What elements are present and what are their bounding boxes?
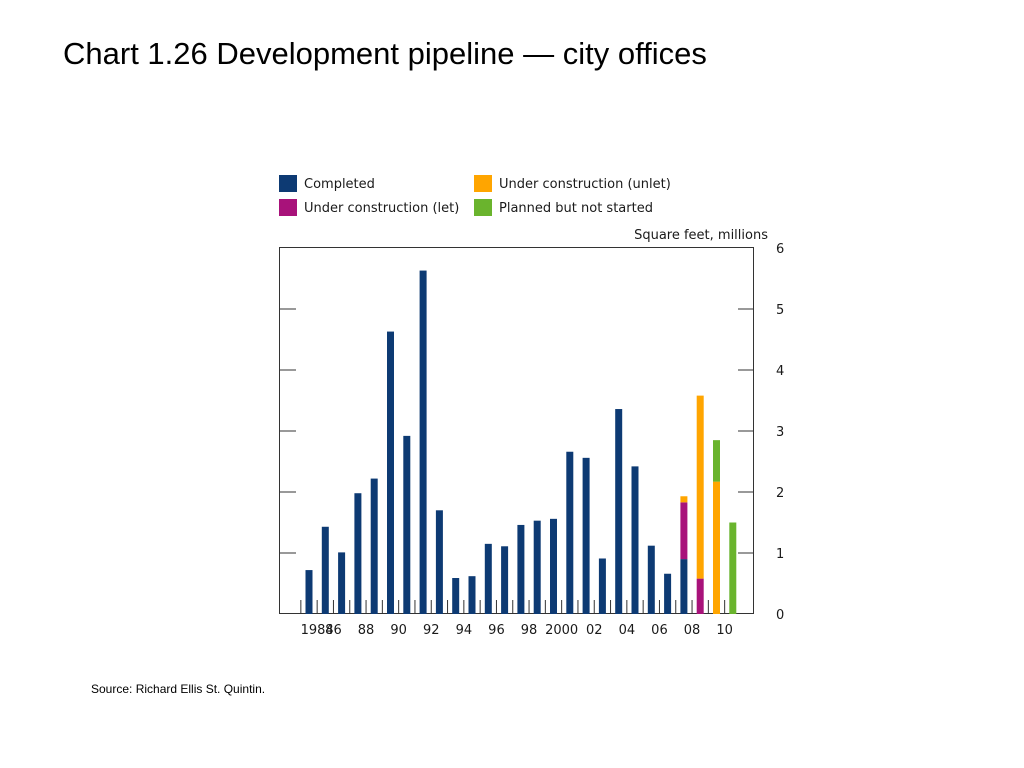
bar-segment xyxy=(435,510,443,614)
bar-segment xyxy=(452,578,460,614)
bar-segment xyxy=(729,522,737,614)
y-tick-label: 3 xyxy=(776,425,784,440)
legend-swatch xyxy=(474,199,492,216)
x-tick-label: 04 xyxy=(619,623,636,638)
x-tick-label: 96 xyxy=(488,623,505,638)
bar-segment xyxy=(713,481,720,614)
bar-segment xyxy=(598,558,606,614)
legend-swatch xyxy=(279,175,297,192)
legend-swatch xyxy=(474,175,492,192)
y-tick-label: 1 xyxy=(776,547,784,562)
bars xyxy=(305,270,737,614)
bar-segment xyxy=(387,331,394,614)
legend-swatch xyxy=(279,199,297,216)
bar-segment xyxy=(419,270,427,614)
legend-label: Completed xyxy=(304,177,375,192)
y-axis-unit-label: Square feet, millions xyxy=(634,228,768,243)
bar-segment xyxy=(338,552,346,614)
bar-segment xyxy=(533,520,541,614)
bar-segment xyxy=(615,409,623,614)
bar-segment xyxy=(664,573,672,614)
y-tick-label: 4 xyxy=(776,364,784,379)
x-tick-label: 88 xyxy=(358,623,375,638)
bar-segment xyxy=(647,545,655,614)
bar-segment xyxy=(484,543,492,614)
x-tick-label: 10 xyxy=(716,623,733,638)
bar-segment xyxy=(582,457,590,614)
y-tick-label: 2 xyxy=(776,486,784,501)
legend-label: Under construction (let) xyxy=(304,201,459,216)
x-tick-label: 02 xyxy=(586,623,603,638)
slide-title: Chart 1.26 Development pipeline — city o… xyxy=(63,36,707,71)
y-tick-label: 6 xyxy=(776,242,784,257)
bar-segment xyxy=(680,559,688,614)
bar-segment xyxy=(696,395,704,579)
bar-segment xyxy=(631,466,639,614)
bar-segment xyxy=(680,496,688,503)
bar-segment xyxy=(713,440,720,482)
x-tick-label: 06 xyxy=(651,623,668,638)
bar-segment xyxy=(354,493,362,614)
x-tick-label: 08 xyxy=(684,623,701,638)
legend-label: Under construction (unlet) xyxy=(499,177,671,192)
bar-segment xyxy=(321,526,329,614)
bar-segment xyxy=(550,518,557,614)
bar-segment xyxy=(517,524,525,614)
x-tick-label: 86 xyxy=(325,623,342,638)
bar-segment xyxy=(468,576,476,614)
x-tick-label: 94 xyxy=(456,623,473,638)
y-axis: 0 1 2 3 4 5 6 xyxy=(280,242,784,623)
source-note: Source: Richard Ellis St. Quintin. xyxy=(91,682,266,696)
bar-segment xyxy=(370,478,378,614)
bar-segment xyxy=(403,435,411,614)
x-tick-label: 90 xyxy=(390,623,407,638)
bar-segment xyxy=(696,578,704,614)
y-tick-label: 5 xyxy=(776,303,784,318)
bar-segment xyxy=(566,451,574,614)
y-tick-label: 0 xyxy=(776,608,784,623)
x-tick-label: 92 xyxy=(423,623,440,638)
x-tick-label: 98 xyxy=(521,623,538,638)
bar-segment xyxy=(501,546,509,614)
x-tick-label: 1984 xyxy=(301,623,334,638)
x-tick-label: 2000 xyxy=(545,623,578,638)
chart-legend: Completed Under construction (unlet) Under… xyxy=(279,175,671,216)
legend-label: Planned but not started xyxy=(499,201,653,216)
bar-segment xyxy=(680,502,688,560)
bar-segment xyxy=(305,570,313,614)
